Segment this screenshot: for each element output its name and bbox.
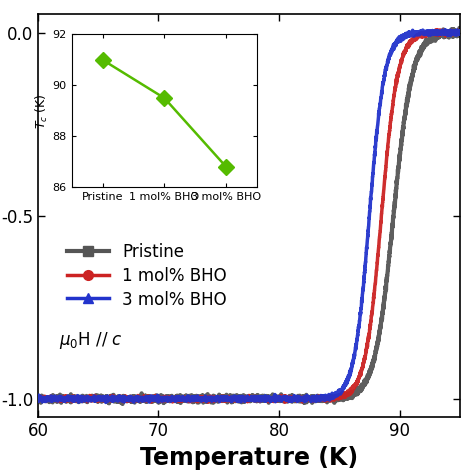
Legend: Pristine, 1 mol% BHO, 3 mol% BHO: Pristine, 1 mol% BHO, 3 mol% BHO — [67, 243, 227, 309]
Text: $\mu_0$H // $c$: $\mu_0$H // $c$ — [59, 329, 123, 351]
X-axis label: Temperature (K): Temperature (K) — [140, 446, 358, 470]
